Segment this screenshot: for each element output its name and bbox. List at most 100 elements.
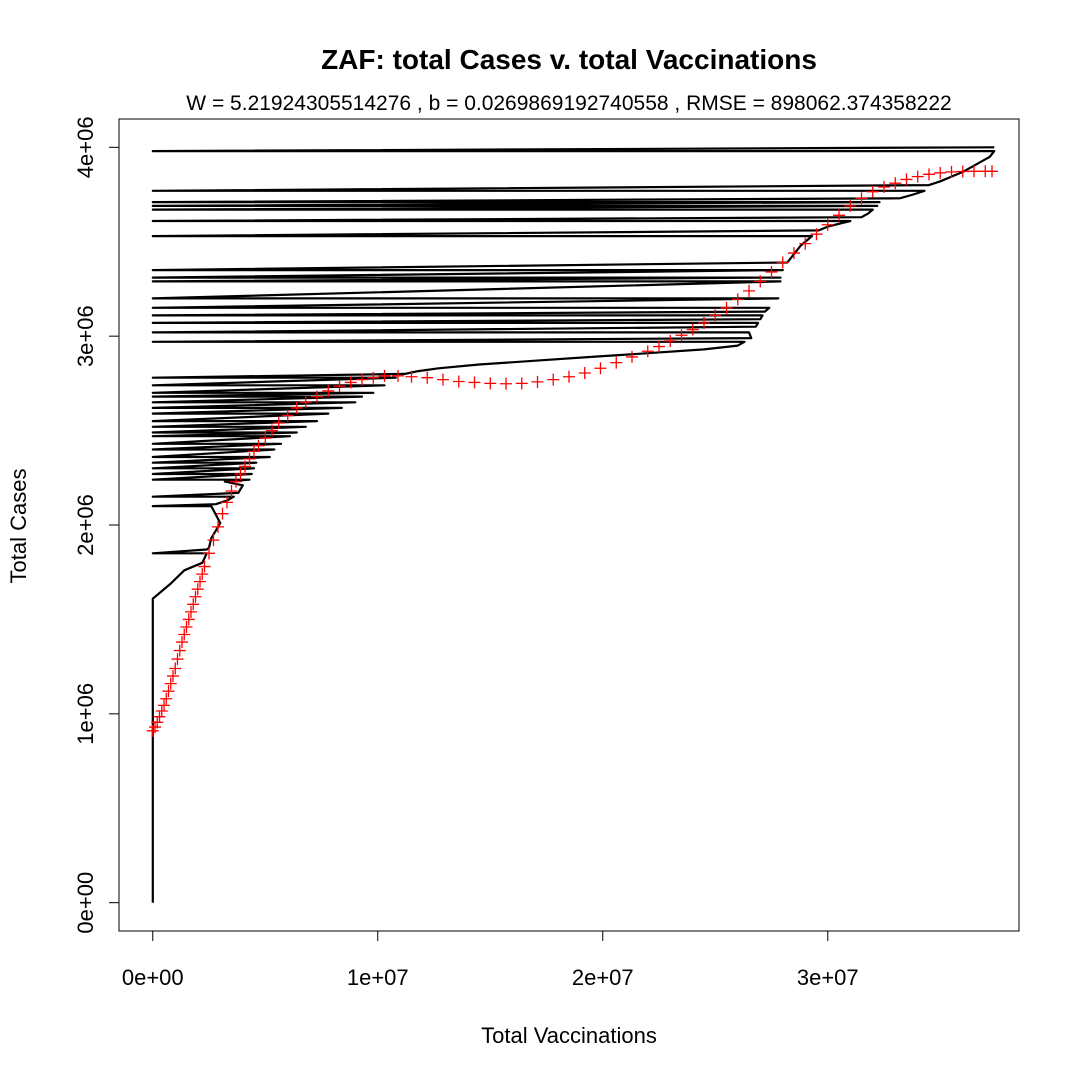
fitted-point (709, 309, 722, 322)
fitted-point (225, 485, 238, 498)
fitted-point (878, 180, 890, 193)
fitted-points (146, 165, 998, 737)
fitted-point (187, 598, 200, 611)
x-tick-label: 3e+07 (797, 965, 859, 990)
fitted-point (155, 705, 168, 718)
fitted-point (322, 384, 335, 397)
fitted-point (821, 218, 834, 231)
fitted-point (252, 439, 265, 452)
fitted-point (234, 468, 247, 481)
fitted-point (207, 534, 220, 547)
fitted-point (189, 590, 202, 603)
fitted-point (392, 369, 404, 382)
fitted-point (405, 370, 418, 383)
fitted-point (686, 323, 699, 336)
fitted-point (437, 373, 449, 386)
fitted-point (515, 377, 528, 390)
x-axis: 0e+00 1e+07 2e+07 3e+07 (122, 930, 859, 990)
fitted-point (266, 424, 278, 437)
x-axis-label: Total Vaccinations (481, 1023, 657, 1048)
fitted-point (191, 583, 204, 596)
fitted-point (194, 575, 206, 588)
fitted-point (367, 371, 380, 384)
fitted-point (484, 377, 497, 390)
fitted-point (563, 370, 575, 383)
fitted-point (299, 396, 312, 409)
fitted-point (176, 636, 188, 649)
chart-subtitle: W = 5.21924305514276 , b = 0.02698691927… (186, 92, 951, 115)
fitted-point (810, 228, 823, 241)
fitted-point (889, 177, 902, 190)
fitted-point (911, 170, 924, 183)
fitted-point (986, 165, 998, 178)
fitted-point (311, 390, 323, 403)
fitted-point (167, 670, 179, 683)
fitted-point (731, 293, 744, 306)
fitted-point (158, 699, 170, 712)
fitted-point (149, 721, 161, 734)
y-tick-label: 1e+06 (73, 683, 98, 745)
fitted-point (198, 560, 211, 573)
fitted-point (923, 168, 935, 181)
fitted-point (968, 165, 980, 178)
fitted-point (151, 716, 164, 729)
fitted-point (203, 547, 215, 560)
fitted-point (675, 329, 688, 342)
fitted-point (196, 568, 209, 581)
fitted-point (641, 345, 654, 358)
fitted-point (230, 475, 242, 488)
fitted-point (169, 662, 182, 675)
y-axis: 0e+00 1e+06 2e+06 3e+06 4e+06 (73, 116, 120, 934)
y-axis-label: Total Cases (6, 469, 31, 584)
fitted-point (452, 375, 465, 388)
actual-cases-line (151, 146, 996, 903)
fitted-point (788, 247, 800, 260)
fitted-point (754, 275, 767, 288)
fitted-point (698, 316, 710, 329)
fitted-point (799, 237, 812, 250)
x-tick-label: 0e+00 (122, 965, 184, 990)
fitted-point (594, 362, 607, 375)
y-tick-label: 2e+06 (73, 494, 98, 556)
fitted-point (765, 265, 778, 278)
fitted-point (290, 401, 303, 414)
fitted-point (281, 409, 294, 422)
fitted-point (500, 377, 512, 390)
fitted-point (185, 605, 197, 618)
fitted-point (272, 417, 285, 430)
fitted-point (344, 376, 357, 389)
y-tick-label: 4e+06 (73, 116, 98, 178)
fitted-point (182, 613, 195, 626)
fitted-point (164, 677, 177, 690)
fitted-point (844, 199, 857, 212)
chart-title: ZAF: total Cases v. total Vaccinations (321, 44, 817, 75)
fitted-point (259, 432, 272, 445)
fitted-point (547, 373, 560, 386)
fitted-point (956, 165, 969, 178)
fitted-point (653, 340, 665, 353)
fitted-point (626, 350, 638, 363)
fitted-point (180, 620, 193, 633)
fitted-point (160, 692, 173, 705)
fitted-point (578, 366, 591, 379)
fitted-point (468, 376, 481, 389)
fitted-point (216, 507, 229, 520)
fitted-point (945, 165, 958, 178)
fitted-point (531, 375, 544, 388)
x-tick-label: 1e+07 (347, 965, 409, 990)
fitted-point (900, 173, 913, 186)
fitted-point (378, 369, 391, 382)
plot-frame (118, 118, 1020, 932)
fitted-point (173, 644, 186, 657)
x-tick-label: 2e+07 (572, 965, 634, 990)
fitted-point (212, 520, 224, 533)
fitted-point (743, 284, 755, 297)
plot-area (146, 146, 998, 903)
fitted-point (356, 373, 368, 386)
fitted-point (855, 192, 868, 205)
fitted-point (934, 166, 947, 179)
fitted-point (833, 209, 845, 222)
fitted-point (171, 653, 184, 666)
